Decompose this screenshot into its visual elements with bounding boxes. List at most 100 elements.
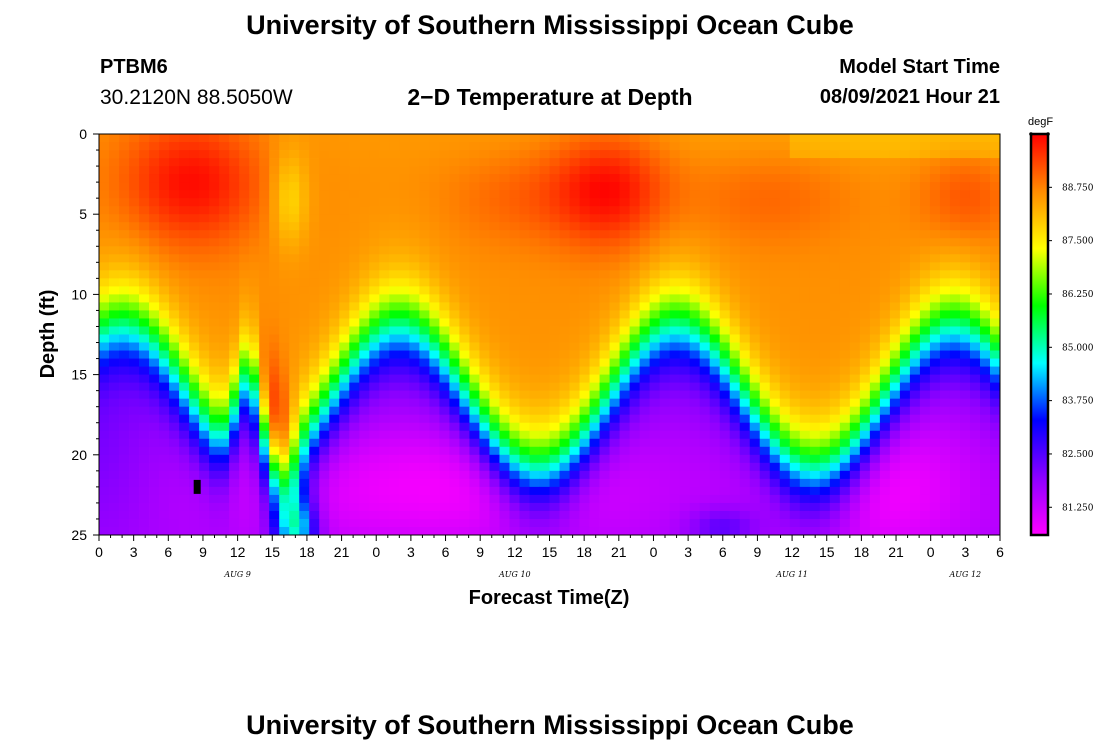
heatmap-cell xyxy=(929,230,941,239)
heatmap-cell xyxy=(619,374,630,384)
heatmap-cell xyxy=(469,342,480,351)
heatmap-cell xyxy=(479,134,490,143)
heatmap-cell xyxy=(359,374,370,384)
heatmap-cell xyxy=(459,214,470,223)
heatmap-cell xyxy=(769,310,781,319)
heatmap-cell xyxy=(759,230,771,239)
heatmap-cell xyxy=(529,406,540,416)
heatmap-cell xyxy=(829,518,841,528)
heatmap-cell xyxy=(549,182,560,191)
heatmap-cell xyxy=(639,158,651,167)
heatmap-cell xyxy=(939,454,951,464)
heatmap-cell xyxy=(469,262,480,271)
heatmap-cell xyxy=(429,430,440,440)
heatmap-cell xyxy=(559,390,570,400)
heatmap-cell xyxy=(629,230,640,239)
heatmap-cell xyxy=(859,214,871,223)
heatmap-cell xyxy=(299,382,310,392)
heatmap-cell xyxy=(829,526,841,536)
heatmap-cell xyxy=(789,142,801,151)
heatmap-cell xyxy=(599,214,610,223)
heatmap-cell xyxy=(99,438,110,448)
heatmap-cell xyxy=(869,470,881,480)
heatmap-cell xyxy=(649,294,661,303)
heatmap-cell xyxy=(869,510,881,520)
heatmap-cell xyxy=(279,158,290,167)
heatmap-cell xyxy=(799,142,811,151)
heatmap-cell xyxy=(169,150,180,159)
heatmap-cell xyxy=(849,446,861,456)
heatmap-cell xyxy=(529,198,540,207)
heatmap-cell xyxy=(169,470,180,480)
heatmap-cell xyxy=(389,382,400,392)
heatmap-cell xyxy=(209,166,220,175)
heatmap-cell xyxy=(729,294,741,303)
heatmap-cell xyxy=(549,206,560,215)
heatmap-cell xyxy=(479,390,490,400)
heatmap-cell xyxy=(369,150,380,159)
heatmap-cell xyxy=(809,510,821,520)
heatmap-cell xyxy=(319,326,330,335)
heatmap-cell xyxy=(169,158,180,167)
heatmap-cell xyxy=(629,310,640,319)
heatmap-cell xyxy=(479,422,490,432)
heatmap-cell xyxy=(139,326,150,335)
heatmap-cell xyxy=(509,302,520,311)
heatmap-cell xyxy=(799,190,811,199)
heatmap-cell xyxy=(639,294,651,303)
heatmap-cell xyxy=(299,302,310,311)
heatmap-cell xyxy=(439,158,450,167)
heatmap-cell xyxy=(259,454,270,464)
heatmap-cell xyxy=(419,198,430,207)
heatmap-cell xyxy=(509,334,520,343)
heatmap-cell xyxy=(649,430,661,440)
heatmap-cell xyxy=(719,502,731,512)
heatmap-cell xyxy=(749,470,761,480)
heatmap-cell xyxy=(189,414,200,424)
heatmap-cell xyxy=(159,406,170,416)
heatmap-cell xyxy=(949,446,961,456)
heatmap-cell xyxy=(709,366,721,375)
heatmap-cell xyxy=(609,454,620,464)
heatmap-cell xyxy=(609,358,620,367)
heatmap-cell xyxy=(329,366,340,375)
heatmap-cell xyxy=(109,262,120,271)
heatmap-cell xyxy=(339,158,350,167)
heatmap-cell xyxy=(339,246,350,255)
heatmap-cell xyxy=(379,174,390,183)
heatmap-cell xyxy=(219,254,230,263)
heatmap-cell xyxy=(569,238,580,247)
heatmap-cell xyxy=(149,278,160,287)
heatmap-cell xyxy=(649,518,661,528)
heatmap-cell xyxy=(969,422,981,432)
heatmap-cell xyxy=(889,350,901,359)
heatmap-cell xyxy=(379,254,390,263)
heatmap-cell xyxy=(389,326,400,335)
heatmap-cell xyxy=(409,182,420,191)
heatmap-cell xyxy=(299,414,310,424)
heatmap-cell xyxy=(709,422,721,432)
heatmap-cell xyxy=(479,238,490,247)
heatmap-cell xyxy=(769,414,781,424)
heatmap-cell xyxy=(239,518,250,528)
heatmap-cell xyxy=(769,270,781,279)
heatmap-cell xyxy=(239,310,250,319)
heatmap-cell xyxy=(449,334,460,343)
heatmap-cell xyxy=(499,214,510,223)
heatmap-cell xyxy=(979,446,991,456)
heatmap-cell xyxy=(839,278,851,287)
heatmap-cell xyxy=(769,166,781,175)
x-tick-label: 21 xyxy=(334,544,350,560)
heatmap-cell xyxy=(219,502,230,512)
heatmap-cell xyxy=(959,318,971,327)
heatmap-cell xyxy=(209,326,220,335)
heatmap-cell xyxy=(909,414,921,424)
heatmap-cell xyxy=(269,206,280,215)
heatmap-cell xyxy=(259,494,270,504)
heatmap-cell xyxy=(899,462,911,472)
heatmap-cell xyxy=(559,446,570,456)
heatmap-cell xyxy=(719,462,731,472)
heatmap-cell xyxy=(989,382,1001,392)
heatmap-cell xyxy=(629,262,640,271)
heatmap-cell xyxy=(529,350,540,359)
